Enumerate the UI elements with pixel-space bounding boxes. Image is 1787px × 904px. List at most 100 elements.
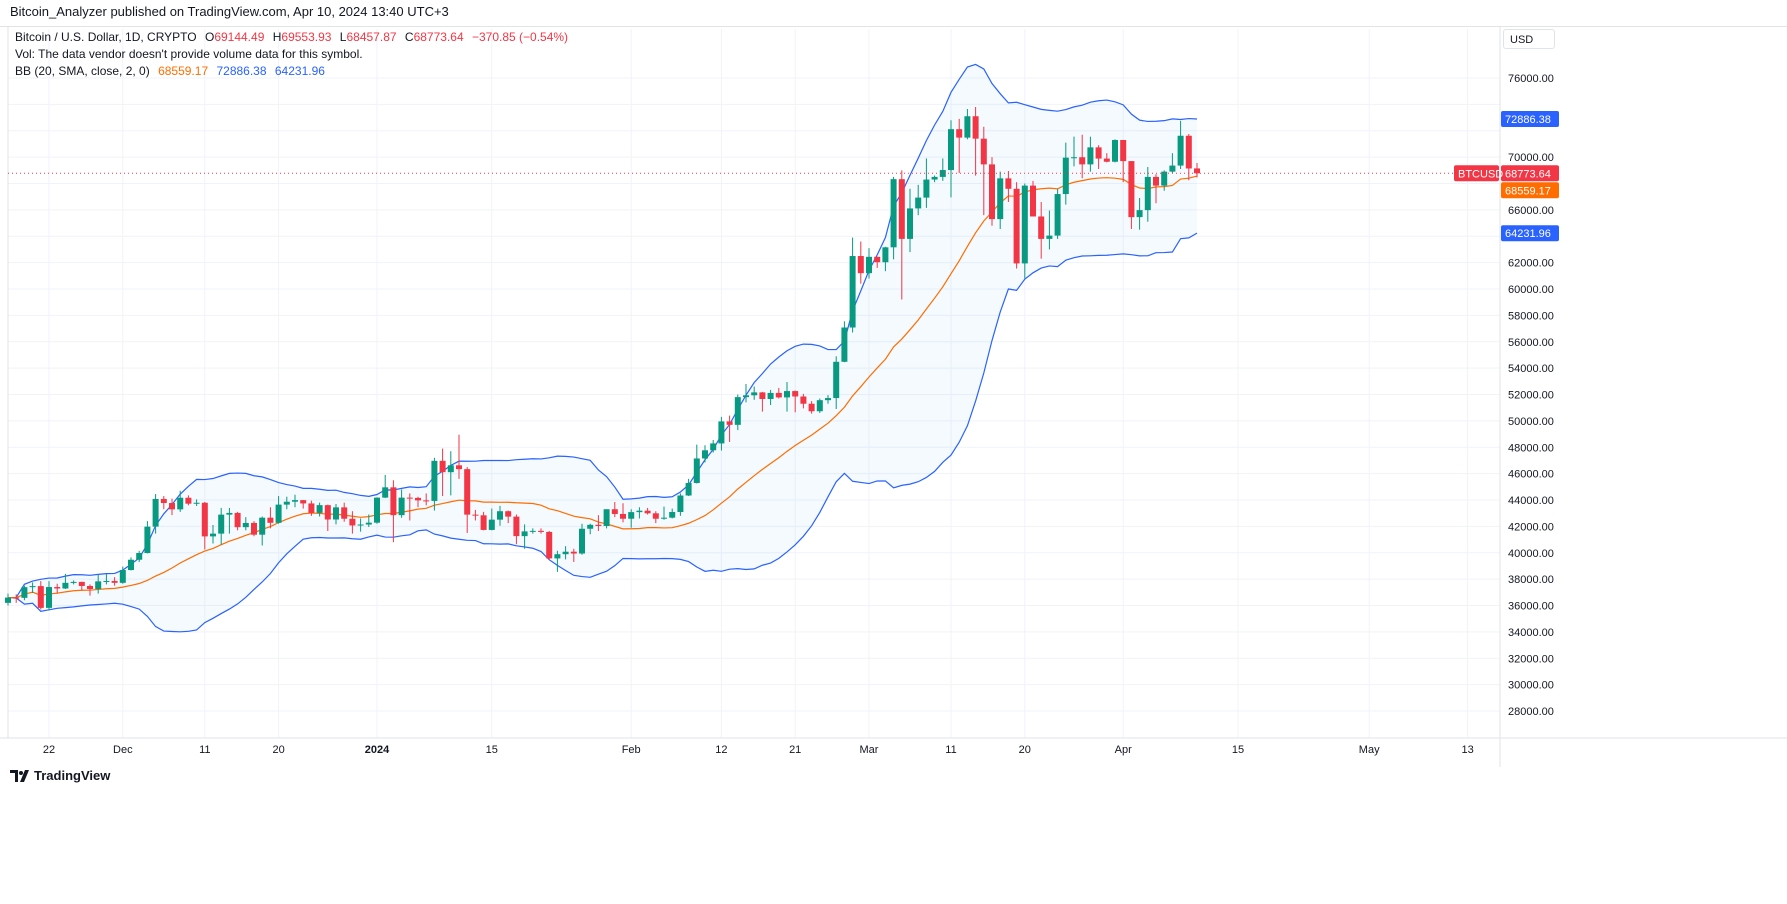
candle-body [833, 361, 840, 399]
candle [554, 550, 561, 572]
candle-body [160, 498, 167, 504]
candle-body [300, 500, 307, 504]
bb-legend[interactable]: BB (20, SMA, close, 2, 0) 68559.17 72886… [15, 64, 330, 78]
symbol-title: Bitcoin / U.S. Dollar, 1D, CRYPTO [15, 30, 197, 44]
candle-body [997, 178, 1004, 220]
time-tick-label: 20 [272, 744, 284, 756]
candle-body [1095, 147, 1102, 159]
candle-body [1013, 188, 1020, 264]
time-tick-label: 12 [715, 744, 727, 756]
candle-body [29, 586, 36, 588]
candle-body [898, 179, 905, 239]
candle [193, 499, 200, 506]
candle [316, 502, 323, 517]
candle-body [677, 495, 684, 513]
candle [513, 514, 520, 545]
candle [989, 157, 995, 226]
candle [1103, 153, 1110, 163]
candle [1095, 145, 1102, 169]
price-tick-label: 44000.00 [1508, 495, 1554, 507]
price-tick-label: 32000.00 [1508, 653, 1554, 665]
candle-body [907, 208, 913, 239]
candle-body [611, 509, 618, 514]
candle [357, 518, 364, 532]
tradingview-logo-icon [10, 769, 29, 782]
candle [1021, 183, 1028, 279]
chart-frame[interactable]: 28000.00 30000.00 32000.00 34000.00 36000.00… [0, 26, 1787, 767]
candle [251, 521, 257, 537]
candle-body [882, 247, 889, 263]
candle [505, 510, 512, 524]
last-price-badge-bg [1501, 165, 1559, 182]
candle [177, 490, 184, 512]
price-tick-label: 58000.00 [1508, 310, 1554, 322]
candle [497, 505, 503, 526]
candle-body [579, 528, 585, 554]
tradingview-logo[interactable]: TradingView [10, 768, 110, 783]
candle-body [767, 392, 774, 399]
candle-body [201, 502, 208, 537]
candle-body [267, 517, 274, 523]
candle-body [841, 327, 848, 362]
candle [857, 241, 864, 284]
time-tick-label: Feb [622, 744, 641, 756]
candle [587, 523, 594, 535]
candle [849, 237, 856, 333]
candlestick-chart[interactable]: 28000.00 30000.00 32000.00 34000.00 36000.00… [0, 27, 1787, 767]
time-tick-label: Dec [113, 744, 133, 756]
candle-body [177, 497, 184, 510]
currency-selector[interactable]: USD [1503, 29, 1555, 49]
candle [939, 158, 946, 181]
candle [710, 439, 717, 453]
candle [743, 383, 749, 403]
ohlc-low-label: L [339, 30, 347, 44]
candle [1177, 120, 1184, 169]
candle-body [1128, 161, 1135, 218]
candle-body [775, 392, 782, 398]
candle-body [415, 497, 421, 501]
candle [472, 509, 479, 521]
candle [874, 256, 881, 268]
candle [956, 118, 963, 173]
candle [1005, 170, 1012, 202]
candle [87, 584, 93, 596]
candle-body [587, 524, 594, 529]
candle-body [669, 512, 676, 518]
candle-body [1062, 157, 1069, 195]
ohlc-low-value: 68457.87 [346, 30, 397, 44]
candle-body [46, 587, 52, 608]
candle [21, 585, 28, 601]
publisher-line: Bitcoin_Analyzer published on TradingVie… [10, 4, 449, 19]
candle-body [152, 498, 159, 527]
symbol-legend[interactable]: Bitcoin / U.S. Dollar, 1D, CRYPTO O69144… [15, 30, 573, 44]
candle [242, 517, 249, 531]
ohlc-open: O69144.49 [205, 30, 264, 44]
price-tick-label: 62000.00 [1508, 258, 1554, 270]
candle [406, 493, 413, 521]
candle [1087, 136, 1094, 172]
candle [488, 508, 495, 531]
candle-body [521, 531, 528, 537]
candle-body [964, 116, 971, 138]
candle [980, 126, 987, 216]
candle-body [825, 398, 831, 401]
candle-body [1144, 176, 1151, 211]
candle-body [939, 170, 946, 177]
candle [431, 457, 438, 511]
candle-body [857, 256, 864, 274]
candle-body [1194, 168, 1200, 174]
candle-body [628, 512, 635, 519]
price-tick-label: 28000.00 [1508, 706, 1554, 718]
time-tick-label: 2024 [365, 744, 390, 756]
candle-body [349, 518, 356, 526]
candle [669, 508, 676, 519]
candle [324, 504, 331, 531]
price-tick-label: 60000.00 [1508, 284, 1554, 296]
candle-body [595, 524, 602, 526]
candle [480, 511, 487, 531]
price-tick-label: 50000.00 [1508, 416, 1554, 428]
time-tick-label: 13 [1461, 744, 1473, 756]
candle-body [390, 487, 397, 516]
price-tick-label: 48000.00 [1508, 442, 1554, 454]
candle-body [685, 482, 692, 496]
